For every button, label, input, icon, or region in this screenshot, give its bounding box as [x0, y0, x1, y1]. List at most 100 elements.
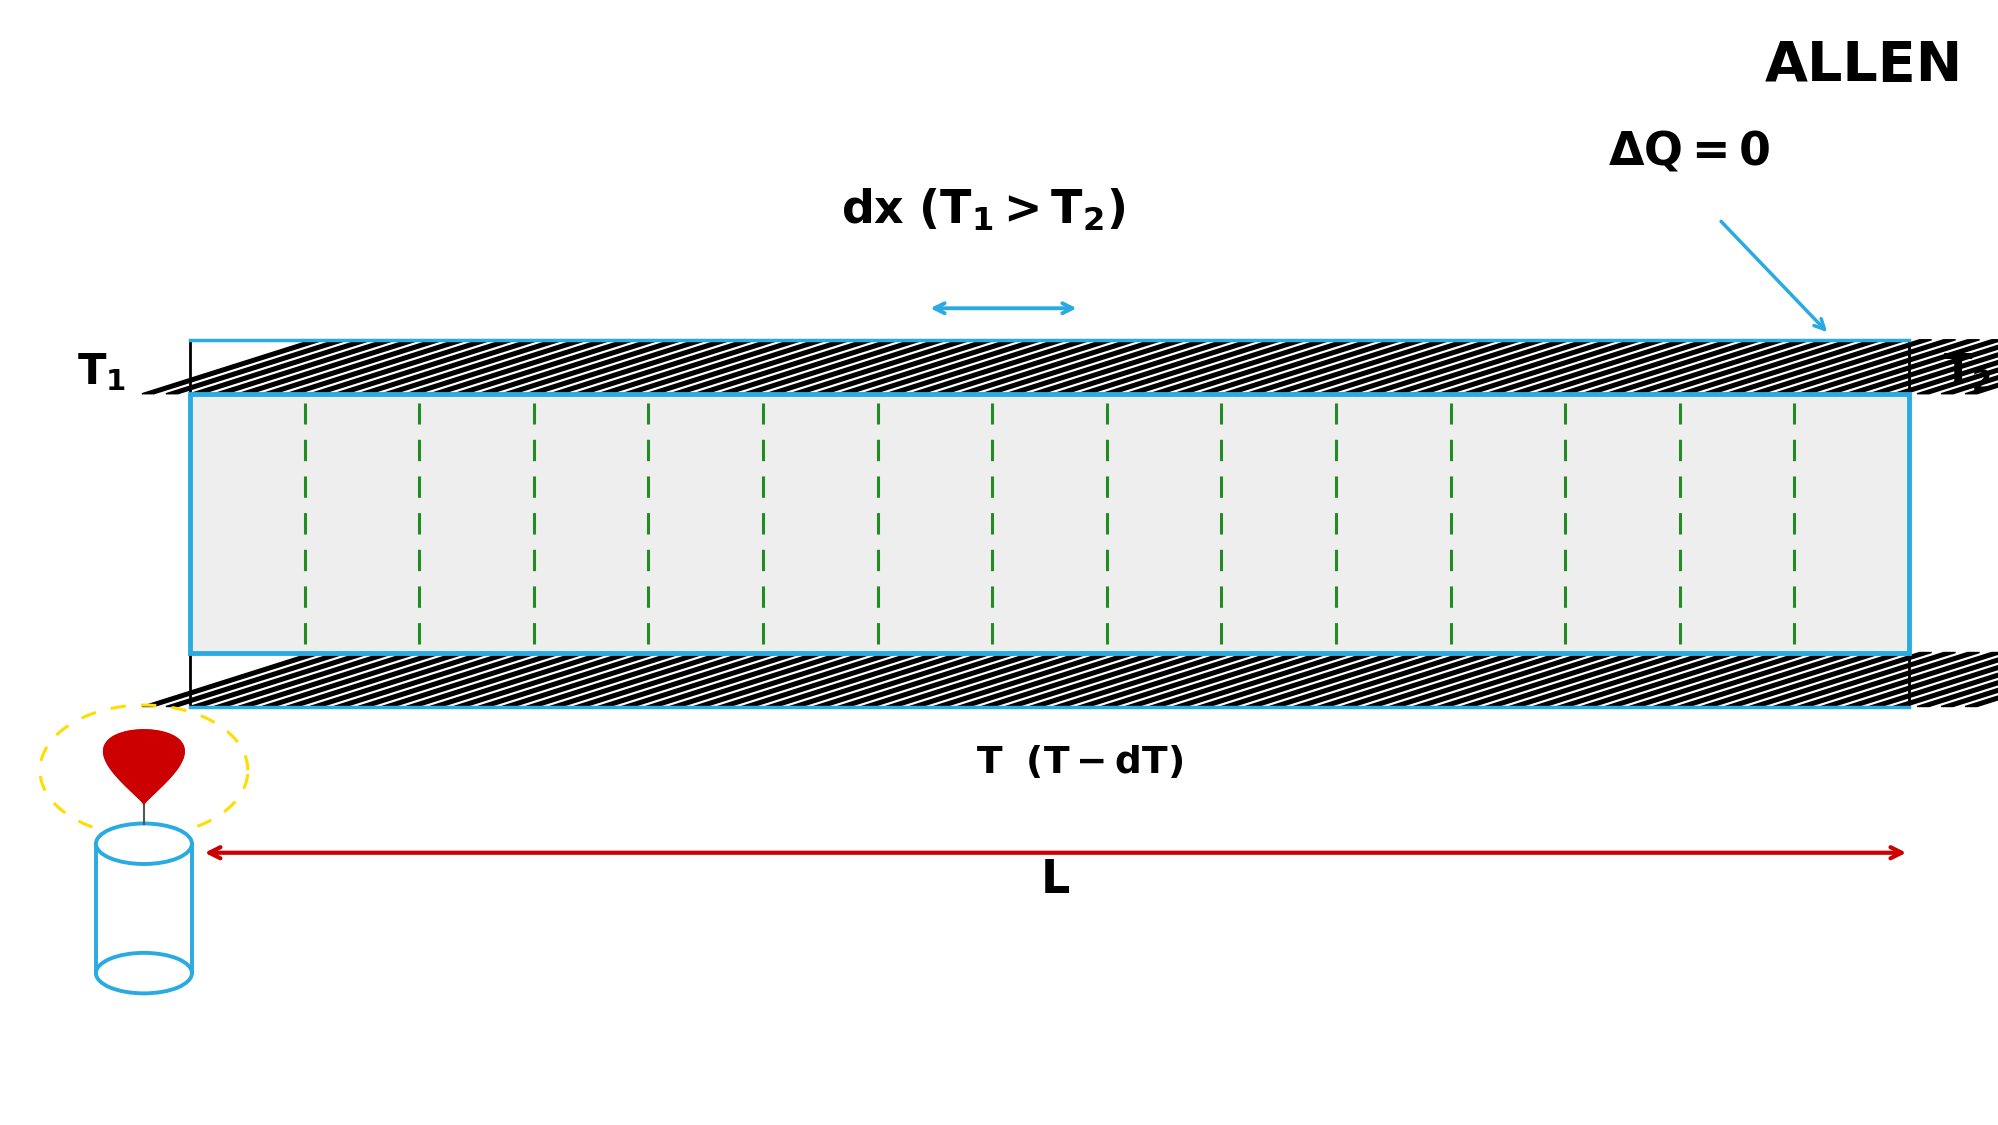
Polygon shape: [909, 340, 1091, 394]
Polygon shape: [238, 652, 420, 706]
Polygon shape: [1868, 652, 1998, 706]
Polygon shape: [1005, 652, 1187, 706]
Polygon shape: [549, 652, 731, 706]
Polygon shape: [190, 652, 372, 706]
Polygon shape: [142, 340, 324, 394]
Polygon shape: [1293, 340, 1475, 394]
Polygon shape: [1245, 340, 1427, 394]
Text: $\mathbf{L}$: $\mathbf{L}$: [1039, 858, 1071, 903]
Polygon shape: [1077, 652, 1259, 706]
Polygon shape: [1844, 652, 1998, 706]
Ellipse shape: [96, 824, 192, 864]
Polygon shape: [382, 652, 563, 706]
Polygon shape: [166, 340, 348, 394]
Polygon shape: [406, 340, 587, 394]
Polygon shape: [1317, 340, 1498, 394]
Polygon shape: [861, 652, 1043, 706]
Polygon shape: [1652, 340, 1834, 394]
Polygon shape: [310, 340, 492, 394]
Polygon shape: [166, 652, 348, 706]
Polygon shape: [430, 652, 611, 706]
Polygon shape: [741, 652, 923, 706]
Polygon shape: [1365, 340, 1546, 394]
Polygon shape: [1149, 340, 1331, 394]
Polygon shape: [1053, 340, 1235, 394]
Polygon shape: [334, 340, 515, 394]
Polygon shape: [1005, 340, 1187, 394]
Polygon shape: [1197, 340, 1379, 394]
Polygon shape: [1892, 340, 1998, 394]
Polygon shape: [573, 652, 755, 706]
Polygon shape: [1221, 340, 1403, 394]
Polygon shape: [1053, 652, 1235, 706]
Polygon shape: [789, 340, 971, 394]
Polygon shape: [1101, 652, 1283, 706]
Polygon shape: [765, 340, 947, 394]
Polygon shape: [382, 340, 563, 394]
Polygon shape: [1245, 652, 1427, 706]
Polygon shape: [1101, 340, 1283, 394]
Polygon shape: [238, 340, 420, 394]
Polygon shape: [1556, 652, 1738, 706]
Polygon shape: [1604, 340, 1786, 394]
Bar: [190, 652, 1908, 706]
Polygon shape: [1341, 340, 1522, 394]
Polygon shape: [1365, 652, 1546, 706]
Polygon shape: [1940, 652, 1998, 706]
Polygon shape: [1628, 340, 1810, 394]
Polygon shape: [1748, 652, 1930, 706]
Polygon shape: [645, 652, 827, 706]
Polygon shape: [885, 652, 1067, 706]
Polygon shape: [334, 652, 515, 706]
Text: ALLEN: ALLEN: [1764, 39, 1962, 93]
Polygon shape: [1125, 652, 1307, 706]
Polygon shape: [813, 340, 995, 394]
Polygon shape: [1724, 652, 1906, 706]
Polygon shape: [885, 340, 1067, 394]
Polygon shape: [1820, 652, 1998, 706]
Polygon shape: [1820, 340, 1998, 394]
Polygon shape: [501, 652, 683, 706]
Polygon shape: [717, 340, 899, 394]
Polygon shape: [957, 340, 1139, 394]
Polygon shape: [1652, 652, 1834, 706]
Polygon shape: [1892, 652, 1998, 706]
Polygon shape: [1029, 652, 1211, 706]
Polygon shape: [1269, 652, 1451, 706]
Polygon shape: [1173, 652, 1355, 706]
Polygon shape: [310, 652, 492, 706]
Polygon shape: [1676, 652, 1858, 706]
Polygon shape: [1724, 340, 1906, 394]
Polygon shape: [262, 652, 444, 706]
Polygon shape: [525, 652, 707, 706]
Polygon shape: [981, 340, 1163, 394]
Polygon shape: [1532, 652, 1714, 706]
Polygon shape: [454, 652, 635, 706]
Ellipse shape: [96, 953, 192, 993]
Polygon shape: [214, 652, 396, 706]
Polygon shape: [1772, 652, 1954, 706]
Polygon shape: [981, 652, 1163, 706]
Polygon shape: [669, 340, 851, 394]
Polygon shape: [1580, 652, 1762, 706]
Polygon shape: [549, 340, 731, 394]
Polygon shape: [1508, 652, 1690, 706]
Polygon shape: [1700, 652, 1882, 706]
Polygon shape: [1748, 340, 1930, 394]
Polygon shape: [1964, 340, 1998, 394]
Polygon shape: [933, 340, 1115, 394]
Polygon shape: [501, 340, 683, 394]
Polygon shape: [1485, 340, 1666, 394]
Polygon shape: [1341, 652, 1522, 706]
Polygon shape: [597, 340, 779, 394]
Polygon shape: [358, 340, 539, 394]
Polygon shape: [597, 652, 779, 706]
Polygon shape: [1532, 340, 1714, 394]
Polygon shape: [1125, 340, 1307, 394]
Polygon shape: [621, 340, 803, 394]
Polygon shape: [1413, 652, 1594, 706]
Polygon shape: [190, 340, 372, 394]
Polygon shape: [1868, 340, 1998, 394]
Polygon shape: [693, 340, 875, 394]
Polygon shape: [837, 340, 1019, 394]
